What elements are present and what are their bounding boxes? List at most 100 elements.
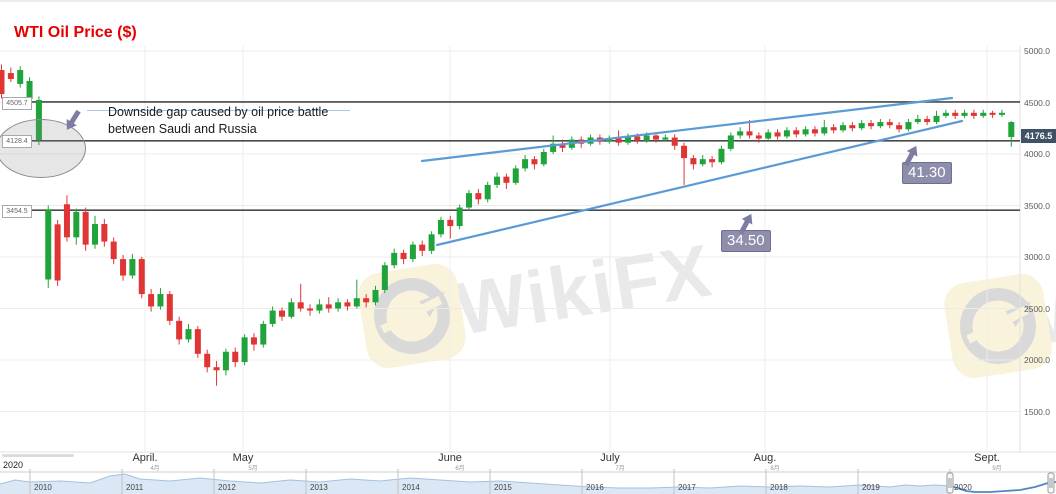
candlestick bbox=[924, 118, 931, 123]
candlestick bbox=[307, 308, 314, 311]
trendline bbox=[435, 119, 964, 247]
candlestick bbox=[503, 176, 510, 183]
candlestick bbox=[709, 159, 716, 163]
candlestick bbox=[456, 207, 463, 227]
candlestick bbox=[681, 145, 688, 159]
candlestick bbox=[475, 193, 482, 200]
candlestick bbox=[540, 151, 547, 165]
navigator-handle[interactable] bbox=[1047, 472, 1055, 494]
candlestick bbox=[914, 118, 921, 123]
candlestick bbox=[550, 143, 557, 152]
candlestick bbox=[185, 329, 192, 340]
candlestick bbox=[213, 367, 220, 371]
candlestick bbox=[998, 112, 1005, 115]
candlestick bbox=[101, 224, 108, 242]
candlestick bbox=[783, 130, 790, 137]
candlestick bbox=[896, 125, 903, 130]
candlestick bbox=[840, 125, 846, 131]
candlestick bbox=[92, 224, 98, 245]
candlestick bbox=[344, 302, 351, 307]
candlestick bbox=[400, 252, 407, 260]
candlestick bbox=[120, 259, 127, 276]
candlestick bbox=[774, 132, 781, 137]
candlestick bbox=[868, 123, 875, 127]
candlestick bbox=[699, 159, 706, 165]
candlestick bbox=[129, 259, 136, 276]
candlestick bbox=[653, 135, 659, 140]
candlestick bbox=[933, 115, 940, 123]
candlestick bbox=[531, 159, 538, 165]
candlestick bbox=[17, 70, 24, 84]
candlestick bbox=[241, 337, 248, 363]
candlestick bbox=[409, 244, 416, 260]
candlestick bbox=[671, 137, 678, 146]
candlestick bbox=[886, 122, 893, 126]
candlestick bbox=[391, 252, 398, 266]
gap-highlight-ellipse bbox=[0, 119, 86, 178]
candlestick bbox=[54, 224, 61, 281]
candlestick bbox=[624, 136, 631, 143]
candlestick bbox=[727, 135, 734, 149]
candlestick bbox=[643, 135, 650, 141]
candlestick bbox=[335, 302, 342, 309]
candlestick bbox=[952, 112, 959, 116]
candlestick bbox=[905, 122, 912, 130]
trendline bbox=[420, 96, 954, 163]
candlestick bbox=[737, 131, 744, 136]
candlestick bbox=[755, 135, 762, 139]
candlestick bbox=[73, 211, 80, 238]
candlestick bbox=[494, 176, 501, 185]
candlestick bbox=[961, 112, 968, 116]
candlestick bbox=[363, 298, 370, 303]
candlestick bbox=[802, 129, 809, 135]
candlestick bbox=[269, 310, 276, 324]
candlestick bbox=[821, 127, 828, 134]
candlestick bbox=[447, 219, 454, 227]
candlestick bbox=[466, 193, 472, 208]
candlestick bbox=[428, 234, 435, 251]
candlestick bbox=[250, 337, 257, 345]
candlestick bbox=[166, 294, 173, 321]
candlestick bbox=[260, 323, 267, 345]
candlestick bbox=[232, 351, 239, 363]
candlestick bbox=[606, 138, 613, 142]
candlestick bbox=[194, 329, 201, 354]
candlestick bbox=[138, 259, 145, 295]
candlestick bbox=[634, 136, 641, 141]
candlestick bbox=[942, 112, 949, 116]
candlestick bbox=[765, 132, 772, 139]
candlestick bbox=[484, 184, 491, 200]
candlestick bbox=[288, 302, 295, 317]
candlestick bbox=[1008, 122, 1015, 138]
candlestick bbox=[297, 302, 304, 309]
candlestick bbox=[222, 351, 229, 371]
candlestick bbox=[437, 219, 444, 235]
candlestick bbox=[793, 130, 800, 135]
candlestick bbox=[353, 298, 360, 307]
candlestick bbox=[830, 127, 837, 131]
candlestick bbox=[45, 209, 52, 280]
candlestick bbox=[381, 265, 388, 290]
candlestick bbox=[980, 112, 987, 116]
candlestick bbox=[204, 353, 211, 368]
candlestick bbox=[746, 131, 753, 136]
candlestick bbox=[63, 204, 70, 238]
candlestick bbox=[811, 129, 818, 134]
candlestick bbox=[615, 138, 622, 143]
navigator-handle[interactable] bbox=[946, 472, 954, 494]
candlestick bbox=[718, 148, 725, 163]
candlestick bbox=[989, 112, 996, 115]
candlestick bbox=[0, 70, 5, 95]
candlestick bbox=[279, 310, 285, 317]
candlestick bbox=[419, 244, 426, 251]
watermark-logo-icon-2 bbox=[941, 270, 1055, 382]
candlestick bbox=[157, 294, 164, 307]
candlestick bbox=[176, 320, 183, 340]
candlestick bbox=[970, 112, 977, 116]
candlestick bbox=[858, 123, 865, 129]
candlestick bbox=[7, 73, 14, 80]
candlestick bbox=[148, 294, 155, 307]
